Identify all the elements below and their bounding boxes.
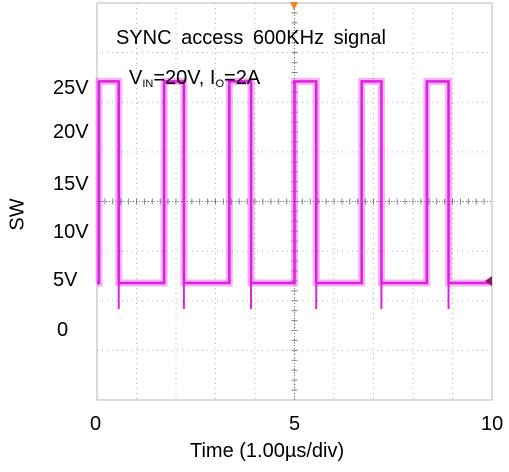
x-axis-label: Time (1.00µs/div) — [190, 440, 345, 462]
x-tick-label: 10 — [481, 413, 504, 435]
y-tick-label: 20V — [53, 121, 89, 143]
y-tick-label: 0 — [57, 319, 69, 341]
sw-trace-line — [97, 80, 492, 285]
y-tick-label: 15V — [53, 173, 89, 195]
level-marker-right — [485, 276, 492, 286]
y-tick-label: 5V — [53, 269, 78, 291]
x-tick-label: 5 — [289, 413, 301, 435]
sw-trace — [95, 77, 492, 309]
y-axis-label: SW — [6, 198, 29, 231]
x-tick-label: 0 — [90, 413, 102, 435]
trigger-marker-top — [290, 2, 298, 10]
test-conditions: VIN=20V, IO=2A — [129, 67, 261, 90]
y-tick-label: 10V — [53, 221, 89, 243]
chart-title: SYNC access 600KHz signal — [116, 27, 386, 49]
y-tick-label: 25V — [53, 77, 89, 99]
